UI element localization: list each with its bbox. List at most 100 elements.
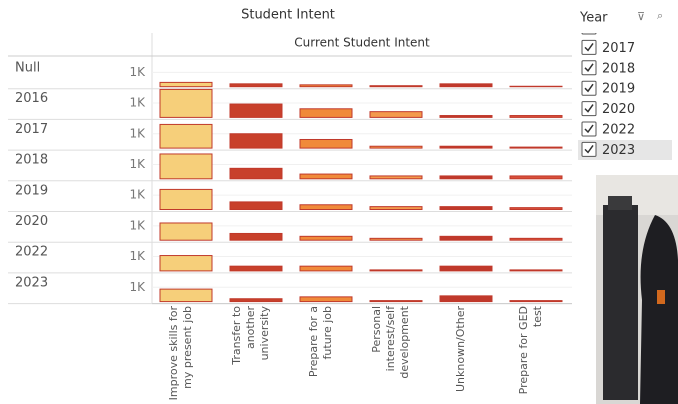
bar [369, 300, 423, 303]
x-tick-text: Unknown/Other [454, 306, 467, 393]
checkbox [581, 60, 597, 76]
bar [299, 108, 353, 118]
row-label: 2020 [15, 214, 48, 229]
checkbox [581, 101, 597, 117]
bar [299, 138, 353, 149]
bar [229, 103, 283, 118]
y-tick-label: 1K [129, 157, 146, 171]
bar [159, 81, 213, 88]
column-header: Current Student Intent [294, 36, 430, 50]
y-tick-label: 1K [129, 126, 146, 140]
bar [299, 265, 353, 272]
bar [229, 265, 283, 272]
bar [299, 204, 353, 210]
filter-item[interactable]: 2016 [581, 20, 635, 36]
filter-item-label: 2023 [602, 143, 635, 158]
filter-item-label: 2020 [602, 102, 635, 117]
bar [369, 111, 423, 118]
bar [509, 300, 563, 303]
checkbox [581, 121, 597, 137]
chart-title: Student Intent [241, 8, 335, 23]
x-tick-text: Improve skills for my present job [167, 306, 194, 401]
x-tick-label: Unknown/Other [446, 306, 476, 402]
bar [439, 83, 493, 88]
bar [299, 173, 353, 180]
filter-item-label: 2022 [602, 123, 635, 138]
y-tick-label: 1K [129, 188, 146, 202]
x-tick-label: Transfer to another university [230, 306, 271, 402]
row-label: 2019 [15, 183, 48, 198]
bar [509, 237, 563, 241]
bar [369, 269, 423, 272]
filter-item-label: 2019 [602, 82, 635, 97]
bar [439, 145, 493, 149]
x-tick-text: Transfer to another university [230, 306, 271, 365]
filter-item[interactable]: 2017 [581, 39, 635, 56]
x-tick-text: Prepare for a future job [307, 306, 334, 378]
bar [299, 296, 353, 303]
bar [159, 288, 213, 303]
bar [159, 123, 213, 149]
filter-panel: Year ⊽ ⌕ [578, 9, 672, 160]
checkmark [584, 83, 594, 93]
filter-list: 2016 2017 2018 2019 2020 2022 2023 [581, 20, 635, 158]
checkmark [584, 63, 594, 72]
checkmark [584, 144, 594, 154]
filter-item[interactable]: 2023 [581, 141, 635, 158]
filter-item-label: 2016 [602, 21, 635, 36]
x-tick-label: Improve skills for my present job [166, 306, 196, 402]
y-tick-label: 1K [129, 96, 146, 110]
bar [299, 235, 353, 241]
bar [509, 207, 563, 211]
row-label: 2022 [15, 245, 48, 260]
filter-item-label: 2018 [602, 61, 635, 76]
filter-item[interactable]: 2022 [581, 121, 635, 138]
checkbox [581, 39, 597, 55]
bar [369, 145, 423, 149]
row-label: Null [15, 61, 40, 76]
bar [439, 265, 493, 272]
row-label: 2017 [15, 122, 48, 137]
bar [509, 175, 563, 180]
y-tick-label: 1K [129, 280, 146, 294]
bar [439, 175, 493, 180]
bar [509, 269, 563, 272]
bar [439, 115, 493, 118]
filter-item-label: 2017 [602, 41, 635, 56]
checkbox [581, 33, 597, 35]
bar [369, 85, 423, 88]
bar [509, 146, 563, 149]
bar [509, 115, 563, 118]
checkmark [584, 124, 594, 134]
checkbox [581, 141, 597, 157]
filter-item[interactable]: 2020 [581, 101, 635, 118]
bar [229, 83, 283, 88]
bar [159, 153, 213, 180]
checkbox [581, 80, 597, 96]
bar [369, 206, 423, 211]
row-label: 2016 [15, 91, 48, 106]
bar [369, 175, 423, 180]
x-tick-label: Prepare for a future job [306, 306, 336, 402]
checkmark [584, 42, 594, 52]
bar [229, 232, 283, 241]
x-tick-text: Personal interest/self development [370, 306, 411, 379]
bar [159, 88, 213, 118]
filter-item[interactable]: 2018 [581, 60, 635, 77]
x-tick-label: Prepare for GED test [516, 306, 546, 402]
bar [439, 235, 493, 241]
bar [229, 298, 283, 303]
bar [159, 255, 213, 272]
bar [159, 222, 213, 241]
bar [439, 295, 493, 303]
y-tick-label: 1K [129, 218, 146, 232]
filter-item[interactable]: 2019 [581, 80, 635, 97]
clear-filter-icon[interactable]: ⊽ [637, 10, 645, 23]
bar [439, 206, 493, 211]
x-tick-text: Prepare for GED test [517, 306, 544, 395]
row-label: 2018 [15, 153, 48, 168]
bar [299, 84, 353, 88]
search-icon[interactable]: ⌕ [657, 9, 663, 22]
